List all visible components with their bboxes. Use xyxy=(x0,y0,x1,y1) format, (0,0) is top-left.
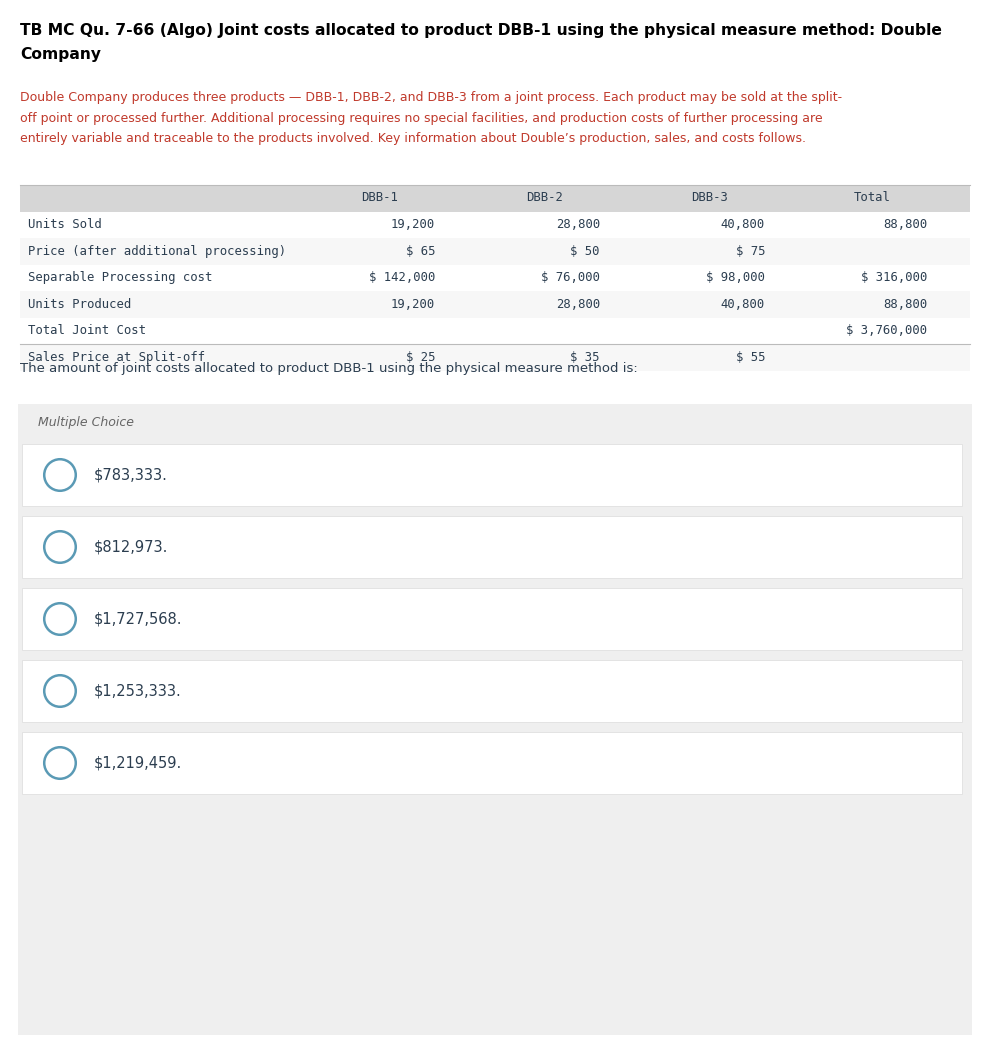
Text: Price (after additional processing): Price (after additional processing) xyxy=(28,245,286,258)
Text: DBB-1: DBB-1 xyxy=(362,191,398,204)
Text: Sales Price at Split-off: Sales Price at Split-off xyxy=(28,350,205,364)
Text: Units Sold: Units Sold xyxy=(28,218,102,232)
Text: $1,727,568.: $1,727,568. xyxy=(94,611,182,627)
Text: $ 65: $ 65 xyxy=(405,245,435,258)
Text: $ 76,000: $ 76,000 xyxy=(541,271,600,285)
Text: entirely variable and traceable to the products involved. Key information about : entirely variable and traceable to the p… xyxy=(20,132,806,145)
Text: DBB-3: DBB-3 xyxy=(691,191,729,204)
Text: 88,800: 88,800 xyxy=(882,218,927,232)
Text: The amount of joint costs allocated to product DBB-1 using the physical measure : The amount of joint costs allocated to p… xyxy=(20,362,638,375)
Text: Total: Total xyxy=(854,191,890,204)
Text: $1,253,333.: $1,253,333. xyxy=(94,683,181,699)
Text: $ 50: $ 50 xyxy=(571,245,600,258)
Text: 40,800: 40,800 xyxy=(721,297,765,311)
Text: $ 142,000: $ 142,000 xyxy=(369,271,435,285)
Text: $ 55: $ 55 xyxy=(736,350,765,364)
Text: $ 98,000: $ 98,000 xyxy=(706,271,765,285)
Text: Units Produced: Units Produced xyxy=(28,297,131,311)
Text: 19,200: 19,200 xyxy=(390,218,435,232)
Text: Company: Company xyxy=(20,47,101,62)
Text: $783,333.: $783,333. xyxy=(94,467,168,483)
Text: 40,800: 40,800 xyxy=(721,218,765,232)
Text: $1,219,459.: $1,219,459. xyxy=(94,755,182,771)
Text: Multiple Choice: Multiple Choice xyxy=(38,416,134,429)
Text: 28,800: 28,800 xyxy=(556,218,600,232)
Text: $ 3,760,000: $ 3,760,000 xyxy=(846,324,927,337)
Text: $ 75: $ 75 xyxy=(736,245,765,258)
Text: $ 25: $ 25 xyxy=(405,350,435,364)
Text: 19,200: 19,200 xyxy=(390,297,435,311)
Text: $ 35: $ 35 xyxy=(571,350,600,364)
Text: 28,800: 28,800 xyxy=(556,297,600,311)
Text: Total Joint Cost: Total Joint Cost xyxy=(28,324,146,337)
Text: $812,973.: $812,973. xyxy=(94,539,169,555)
Text: Separable Processing cost: Separable Processing cost xyxy=(28,271,212,285)
Text: TB MC Qu. 7-66 (Algo) Joint costs allocated to product DBB-1 using the physical : TB MC Qu. 7-66 (Algo) Joint costs alloca… xyxy=(20,23,942,38)
Text: DBB-2: DBB-2 xyxy=(527,191,563,204)
Text: $ 316,000: $ 316,000 xyxy=(861,271,927,285)
Text: off point or processed further. Additional processing requires no special facili: off point or processed further. Addition… xyxy=(20,112,822,124)
Text: Double Company produces three products — DBB-1, DBB-2, and DBB-3 from a joint pr: Double Company produces three products —… xyxy=(20,91,842,104)
Text: 88,800: 88,800 xyxy=(882,297,927,311)
